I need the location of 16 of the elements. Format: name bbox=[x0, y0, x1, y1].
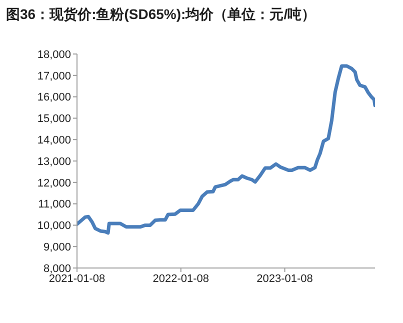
y-tick-label: 9,000 bbox=[43, 242, 71, 254]
x-tick-label: 2021-01-08 bbox=[48, 272, 106, 285]
y-tick-label: 11,000 bbox=[38, 198, 71, 211]
y-tick-label: 15,000 bbox=[37, 113, 71, 126]
y-tick-label: 10,000 bbox=[37, 220, 71, 232]
y-tick-label: 12,000 bbox=[37, 177, 71, 190]
x-tick-label: 2022-01-08 bbox=[152, 272, 210, 285]
line-series bbox=[77, 64, 375, 235]
y-tick-label: 13,000 bbox=[37, 156, 71, 168]
chart-title: 图36：现货价:鱼粉(SD65%):均价（单位：元/吨） bbox=[6, 6, 316, 24]
y-tick-label: 17,000 bbox=[37, 70, 71, 82]
y-tick-label: 18,000 bbox=[37, 48, 71, 61]
y-tick-label: 14,000 bbox=[37, 134, 71, 147]
y-tick-label: 16,000 bbox=[37, 92, 71, 104]
x-tick-label: 2023-01-08 bbox=[256, 272, 313, 285]
y-tick-label: 8,000 bbox=[43, 262, 71, 275]
